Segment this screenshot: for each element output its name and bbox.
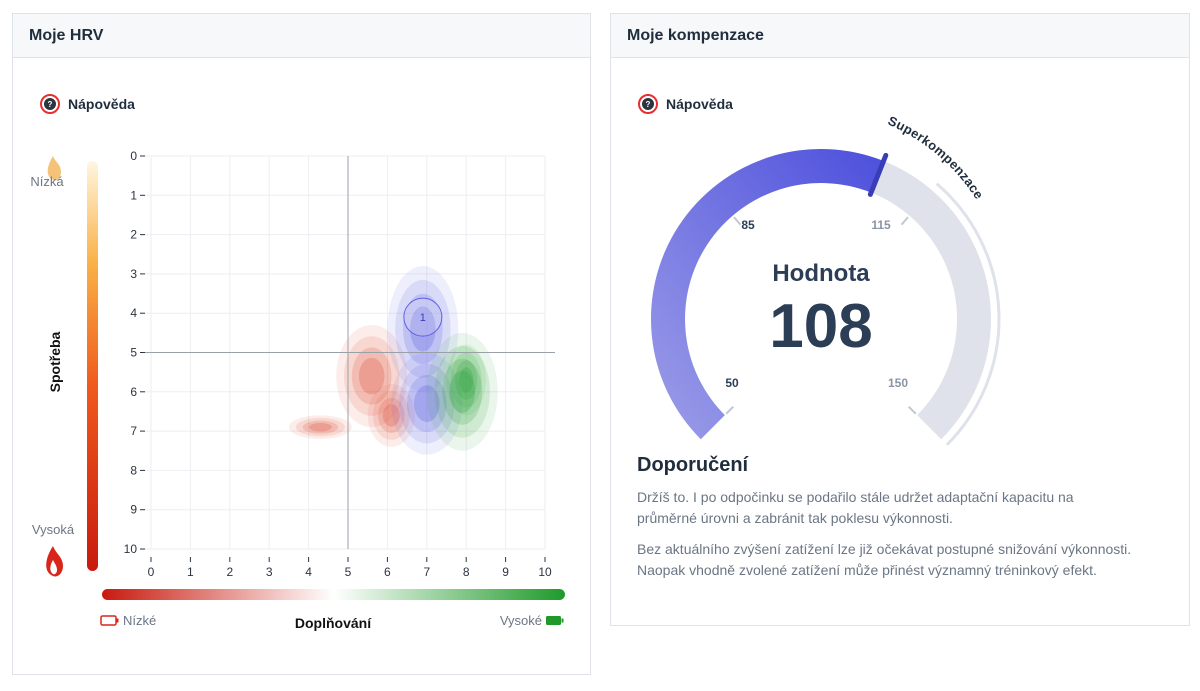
battery-low-icon xyxy=(100,615,119,626)
red-density-blob xyxy=(309,422,332,432)
flame-low-icon xyxy=(47,156,61,181)
spotreba-gradient-bar xyxy=(87,161,98,571)
red-density-blob xyxy=(336,324,408,428)
red-density-blob xyxy=(295,417,346,437)
red-density-blob xyxy=(372,390,410,440)
x-low-label: Nízké xyxy=(123,613,156,628)
y-tick-label: 7 xyxy=(130,424,137,438)
y-low-label: Nízká xyxy=(30,174,64,189)
x-tick-label: 4 xyxy=(305,565,312,579)
y-tick-label: 8 xyxy=(130,463,137,477)
hrv-card-title: Moje HRV xyxy=(29,26,104,44)
help-icon: ? xyxy=(40,94,60,114)
tick-label-85: 85 xyxy=(741,218,755,232)
y-tick-label: 0 xyxy=(130,149,137,163)
y-tick-label: 3 xyxy=(130,267,137,281)
red-density-blob xyxy=(343,336,400,416)
y-tick-label: 9 xyxy=(130,503,137,517)
gauge-tick xyxy=(725,405,735,415)
hrv-help-link[interactable]: ? Nápověda xyxy=(40,94,135,114)
blue-density-blob xyxy=(403,293,443,365)
help-icon: ? xyxy=(638,94,658,114)
flame-high-icon xyxy=(46,546,63,577)
red-density-blob xyxy=(288,415,352,439)
green-density-blob xyxy=(455,360,478,400)
gauge-tick xyxy=(733,216,742,226)
current-marker-label: 1 xyxy=(420,312,426,324)
x-tick-label: 3 xyxy=(266,565,273,579)
y-tick-label: 4 xyxy=(130,306,137,320)
gauge-tick xyxy=(907,405,917,415)
y-axis-title: Spotřeba xyxy=(47,331,63,392)
y-tick-label: 1 xyxy=(130,188,137,202)
hrv-card: Moje HRV ? Nápověda xyxy=(12,13,591,675)
red-density-blob xyxy=(382,404,400,427)
x-tick-label: 0 xyxy=(148,565,155,579)
kompenzace-gauge: Superkompenzace Hodnota 108 50 85 115 15… xyxy=(651,113,1001,446)
density-blobs xyxy=(288,266,498,455)
blue-density-blob xyxy=(391,352,463,455)
y-tick-label: 5 xyxy=(130,346,137,360)
hrv-help-label: Nápověda xyxy=(68,96,135,112)
x-tick-label: 8 xyxy=(463,565,470,579)
recommendation-paragraph-2: Bez aktuálního zvýšení zatížení lze již … xyxy=(637,541,1132,578)
x-tick-label: 7 xyxy=(423,565,430,579)
x-tick-label: 2 xyxy=(226,565,233,579)
recommendation-title: Doporučení xyxy=(637,454,749,476)
green-density-blob xyxy=(446,344,486,416)
green-density-blob xyxy=(442,358,483,425)
blue-density-blob xyxy=(410,306,436,352)
recommendation-paragraph-1: Držíš to. I po odpočinku se podařilo stá… xyxy=(637,489,1074,526)
superkompenzace-zone-arc xyxy=(935,182,1001,446)
blue-density-blob xyxy=(414,385,440,422)
x-tick-label: 9 xyxy=(502,565,509,579)
kompenzace-card: Moje kompenzace ? Nápověda Superkompenza… xyxy=(610,13,1190,626)
gauge-value: 108 xyxy=(769,292,872,361)
green-density-blob xyxy=(449,370,476,414)
x-tick-label: 6 xyxy=(384,565,391,579)
doplnovani-gradient-bar xyxy=(102,589,565,600)
blue-density-blob xyxy=(406,374,447,433)
gauge-tick xyxy=(900,216,909,226)
tick-label-150: 150 xyxy=(888,376,908,390)
x-tick-label: 10 xyxy=(538,565,552,579)
hrv-plot-area: 0 0 1 1 2 2 3 3 4 4 5 5 6 6 7 7 8 8 9 9 10 10 1 xyxy=(124,149,555,579)
gauge-value-label: Hodnota xyxy=(772,260,870,287)
x-tick-label: 5 xyxy=(345,565,352,579)
y-high-label: Vysoká xyxy=(32,522,75,537)
battery-high-icon xyxy=(546,616,564,625)
tick-label-50: 50 xyxy=(725,376,739,390)
hrv-card-header: Moje HRV xyxy=(13,14,590,58)
red-density-blob xyxy=(358,357,385,395)
x-axis-title: Doplňování xyxy=(295,615,372,631)
gauge-fill xyxy=(651,149,884,440)
green-density-blob xyxy=(459,367,474,393)
red-density-blob xyxy=(367,383,415,447)
kompenzace-card-header: Moje kompenzace xyxy=(611,14,1189,58)
x-high-label: Vysoké xyxy=(500,613,542,628)
gauge-needle xyxy=(867,152,889,197)
kompenzace-card-title: Moje kompenzace xyxy=(627,26,764,44)
current-marker[interactable] xyxy=(403,297,443,337)
blue-density-blob xyxy=(387,266,459,392)
red-density-blob xyxy=(378,397,405,433)
hrv-chart: Nízká Vysoká Spotřeba 0 0 1 1 2 2 3 3 4 4 5 5 6 6 7 7 8 8… xyxy=(30,149,565,631)
kompenzace-help-link[interactable]: ? Nápověda xyxy=(638,94,733,114)
red-density-blob xyxy=(351,347,392,405)
green-density-blob xyxy=(426,332,498,451)
blue-density-blob xyxy=(399,363,455,444)
y-tick-label: 6 xyxy=(130,385,137,399)
green-density-blob xyxy=(434,345,490,438)
tick-label-115: 115 xyxy=(871,218,891,232)
y-tick-label: 2 xyxy=(130,228,137,242)
y-tick-label: 10 xyxy=(124,542,138,556)
kompenzace-help-label: Nápověda xyxy=(666,96,733,112)
red-density-blob xyxy=(302,420,339,434)
green-density-blob xyxy=(450,352,482,408)
x-tick-label: 1 xyxy=(187,565,194,579)
